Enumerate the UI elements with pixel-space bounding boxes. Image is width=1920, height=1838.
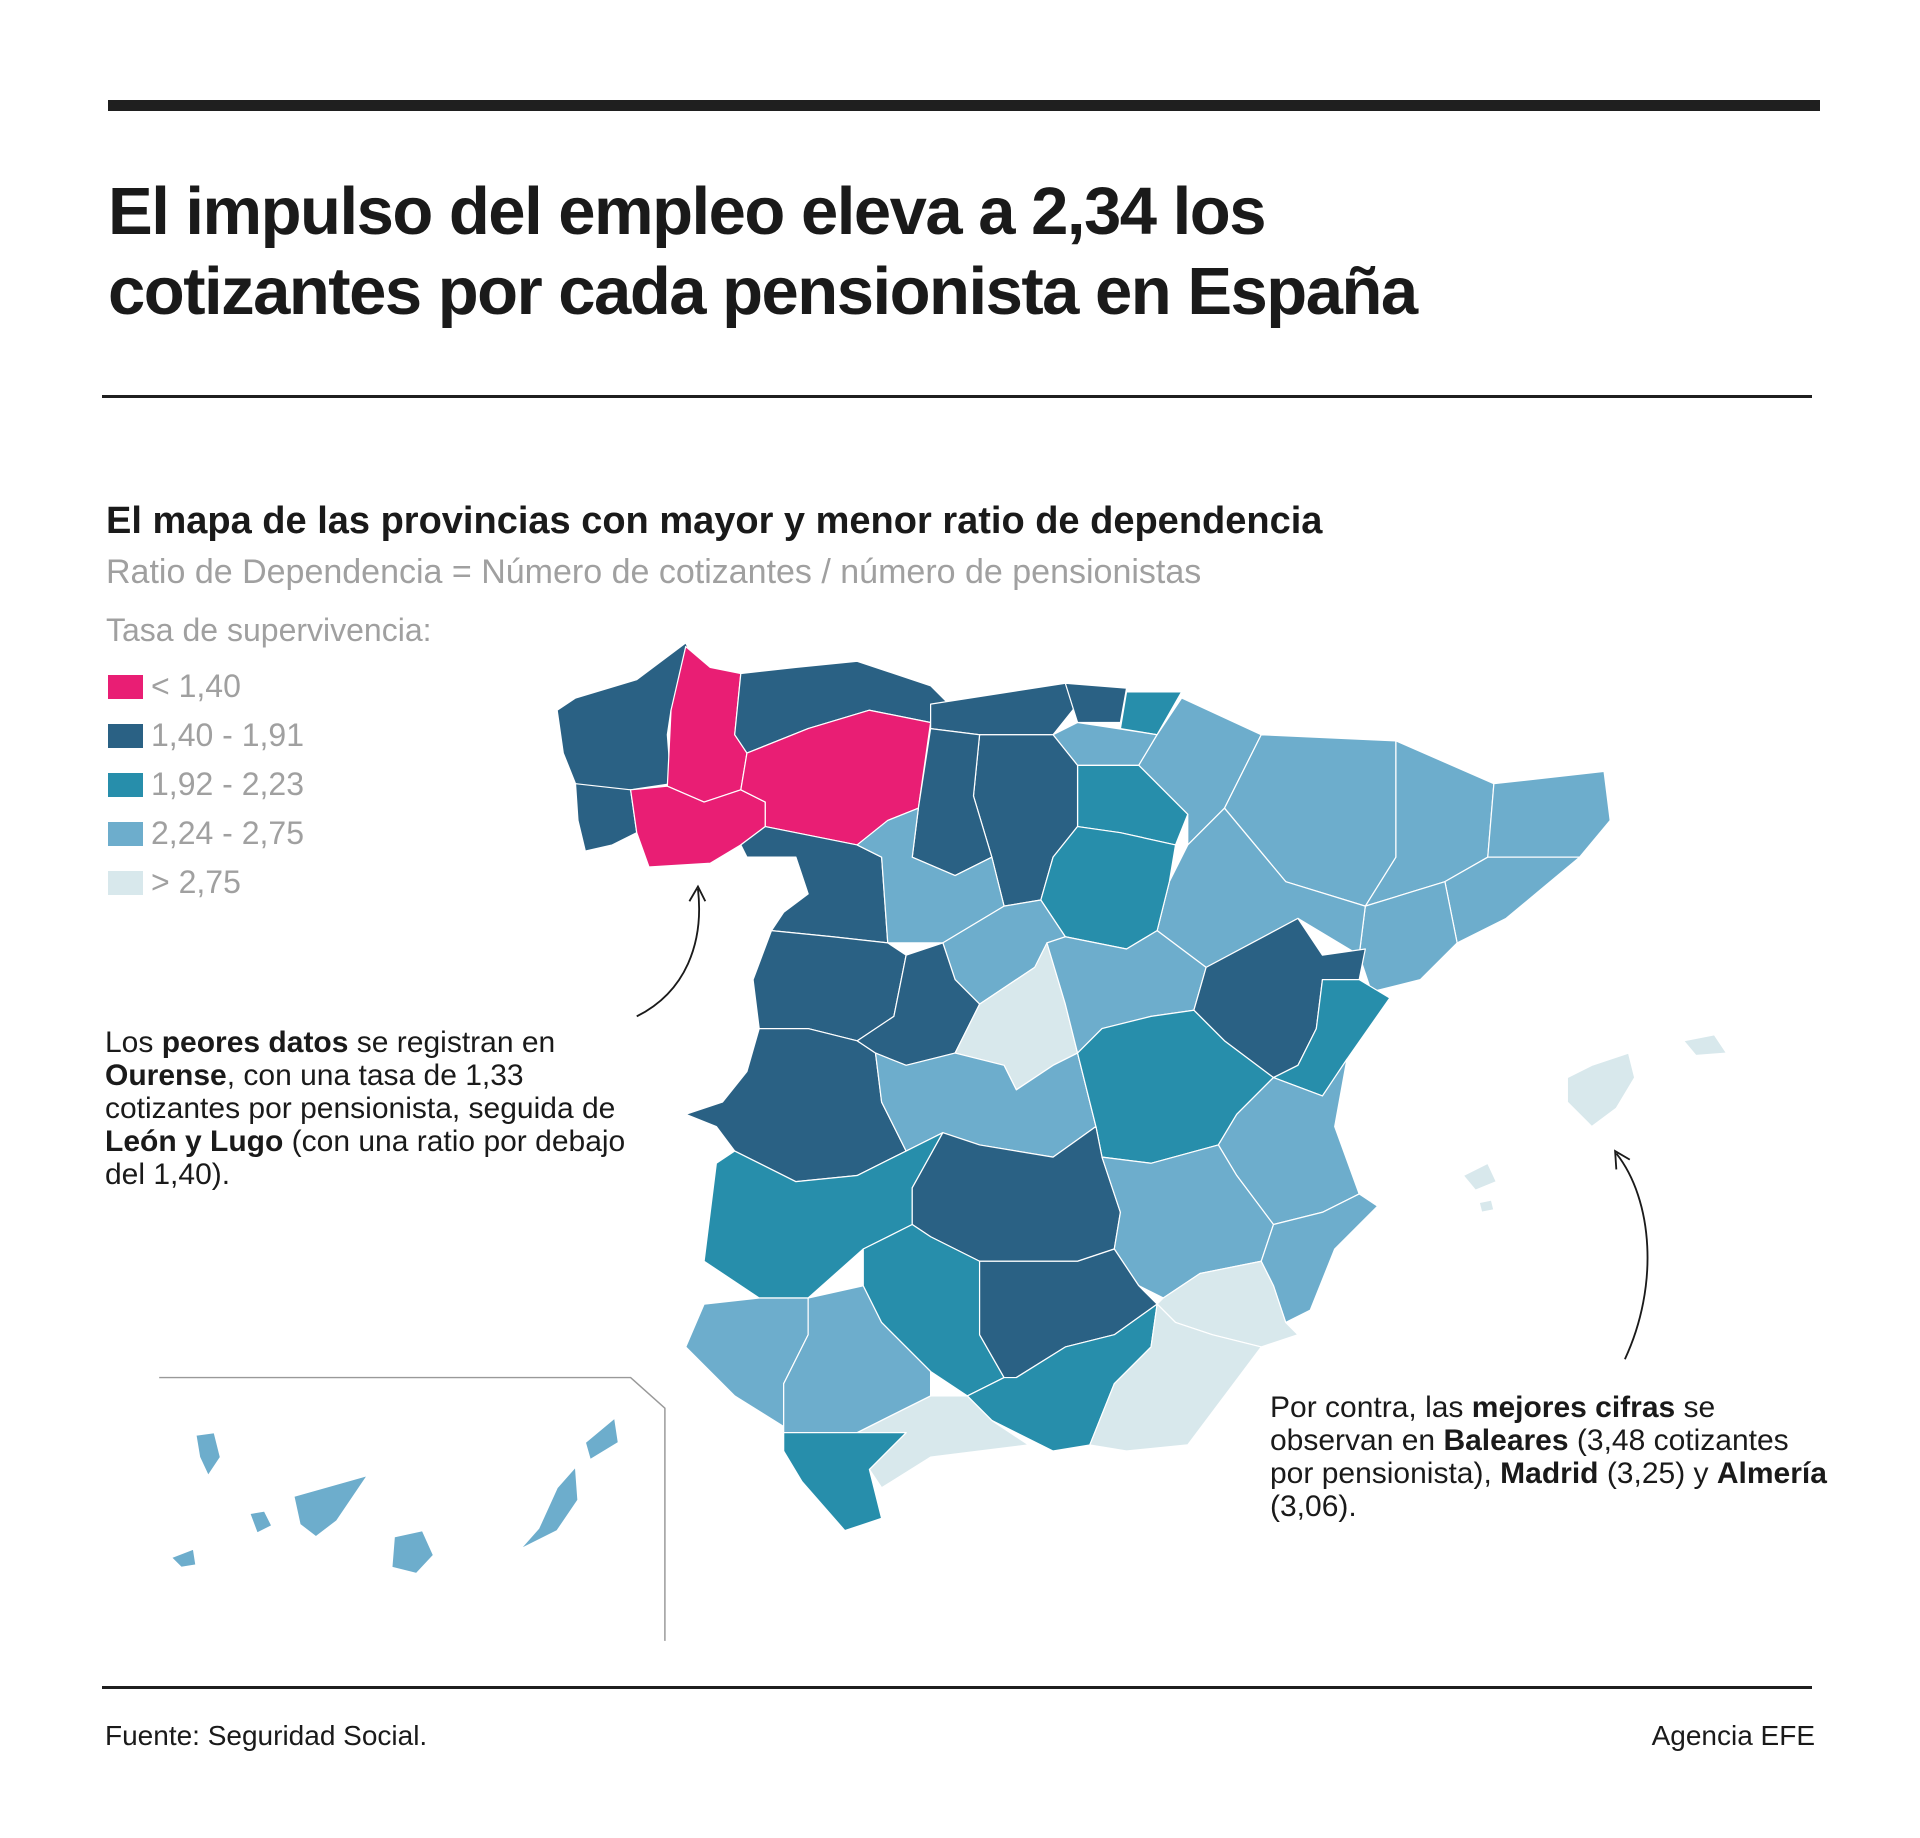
legend-swatch bbox=[108, 821, 143, 846]
province-barcelona bbox=[1444, 856, 1581, 944]
province-vizcaya bbox=[1064, 682, 1128, 724]
annotation-highlight: Almería bbox=[1716, 1457, 1827, 1490]
annotation-text: (3,25) y bbox=[1598, 1457, 1717, 1490]
legend-label: < 1,40 bbox=[151, 668, 241, 704]
annotation-highlight: Baleares bbox=[1443, 1424, 1569, 1457]
legend: < 1,40 1,40 - 1,91 1,92 - 2,23 2,24 - 2,75 >… bbox=[108, 662, 304, 907]
legend-swatch bbox=[108, 723, 143, 748]
ratio-formula: Ratio de Dependencia = Número de cotizan… bbox=[106, 553, 1202, 591]
credit: Agencia EFE bbox=[1651, 1720, 1815, 1751]
legend-item: > 2,75 bbox=[108, 858, 304, 907]
annotation-text: Por contra, las bbox=[1270, 1391, 1472, 1424]
legend-item: 1,40 - 1,91 bbox=[108, 711, 304, 760]
annotation-highlight: Ourense bbox=[105, 1059, 227, 1092]
province-baleares bbox=[1462, 1034, 1728, 1213]
footer-divider bbox=[102, 1686, 1812, 1689]
province-cáceres bbox=[685, 1027, 907, 1183]
annotation-text: (con una ratio por debajo del 1,40). bbox=[105, 1125, 626, 1191]
legend-label: 1,92 - 2,23 bbox=[151, 766, 304, 802]
legend-item: < 1,40 bbox=[108, 662, 304, 711]
annotation-highlight: Madrid bbox=[1500, 1457, 1599, 1490]
province-toledo bbox=[874, 1052, 1097, 1158]
annotation-highlight: mejores cifras bbox=[1471, 1391, 1676, 1424]
annotation-worst: Los peores datos se registran en Ourense… bbox=[105, 1026, 645, 1191]
source-note: Fuente: Seguridad Social. bbox=[105, 1720, 428, 1751]
legend-item: 1,92 - 2,23 bbox=[108, 760, 304, 809]
legend-swatch bbox=[108, 772, 143, 797]
annotation-best: Por contra, las mejores cifras se observ… bbox=[1270, 1391, 1830, 1523]
legend-swatch bbox=[108, 870, 143, 895]
annotation-text: (3,06). bbox=[1270, 1490, 1357, 1523]
annotation-highlight: León y Lugo bbox=[105, 1125, 284, 1158]
top-rule bbox=[108, 100, 1820, 111]
title-line-1: El impulso del empleo eleva a 2,34 los bbox=[108, 174, 1266, 249]
arrow-to-ourense-icon bbox=[636, 884, 707, 1018]
legend-title: Tasa de supervivencia: bbox=[106, 612, 432, 648]
annotation-text: se registran en bbox=[348, 1026, 556, 1059]
legend-label: > 2,75 bbox=[151, 864, 241, 900]
province-cádiz bbox=[783, 1432, 907, 1532]
title-line-2: cotizantes por cada pensionista en Españ… bbox=[108, 254, 1418, 329]
province-pontevedra bbox=[574, 783, 638, 852]
legend-label: 2,24 - 2,75 bbox=[151, 815, 304, 851]
arrow-to-baleares-icon bbox=[1614, 1149, 1649, 1360]
province-cantabria bbox=[930, 682, 1079, 736]
annotation-text: , con una tasa de 1,33 cotizantes por pe… bbox=[105, 1059, 616, 1125]
legend-label: 1,40 - 1,91 bbox=[151, 717, 304, 753]
divider bbox=[102, 395, 1812, 398]
legend-swatch bbox=[108, 674, 143, 699]
province-almería bbox=[1089, 1303, 1262, 1452]
province-valladolid bbox=[856, 807, 1005, 944]
annotation-highlight: peores datos bbox=[161, 1026, 349, 1059]
legend-item: 2,24 - 2,75 bbox=[108, 809, 304, 858]
map-subtitle: El mapa de las provincias con mayor y me… bbox=[106, 500, 1323, 542]
province-girona bbox=[1487, 770, 1611, 858]
page-title: El impulso del empleo eleva a 2,34 los c… bbox=[108, 172, 1808, 332]
province-canarias bbox=[170, 1417, 619, 1575]
annotation-text: (3,48 cotizantes por pensionista), bbox=[1270, 1424, 1789, 1490]
annotation-text: Los bbox=[105, 1026, 162, 1059]
canary-inset-frame bbox=[159, 1376, 666, 1641]
annotation-text: se observan en bbox=[1270, 1391, 1716, 1457]
